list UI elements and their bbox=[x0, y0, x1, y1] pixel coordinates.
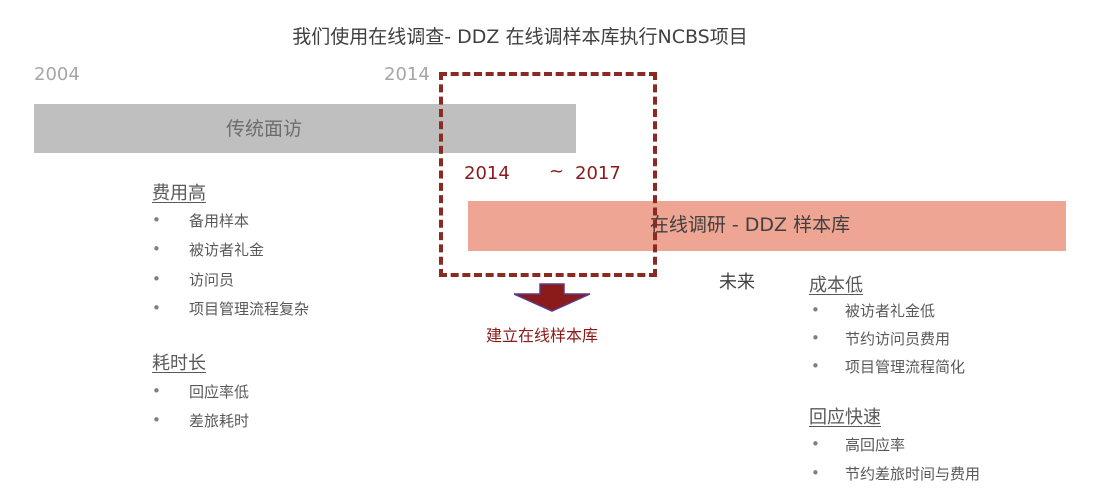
future-label: 未来 bbox=[719, 272, 755, 293]
traditional-interview-bar bbox=[34, 104, 576, 153]
bullet-icon: • bbox=[152, 382, 161, 400]
year-switch-label: 2014 bbox=[384, 64, 430, 85]
list-item: 备用样本 bbox=[189, 212, 250, 230]
range-end-year: 2017 bbox=[575, 163, 621, 184]
list-item: 访问员 bbox=[189, 271, 235, 289]
heading-low-cost: 成本低 bbox=[809, 275, 863, 296]
heading-time-consuming: 耗时长 bbox=[152, 353, 206, 374]
heading-fast-response: 回应快速 bbox=[809, 407, 881, 428]
bullet-icon: • bbox=[811, 301, 820, 319]
bullet-icon: • bbox=[811, 357, 820, 375]
bullet-icon: • bbox=[811, 329, 820, 347]
list-item: 回应率低 bbox=[189, 383, 250, 401]
list-item: 被访者礼金低 bbox=[845, 302, 936, 320]
bullet-icon: • bbox=[152, 270, 161, 288]
build-panel-label: 建立在线样本库 bbox=[486, 326, 599, 345]
range-separator: ~ bbox=[549, 161, 565, 182]
list-item: 被访者礼金 bbox=[189, 241, 265, 259]
page-title: 我们使用在线调查- DDZ 在线调样本库执行NCBS项目 bbox=[292, 26, 748, 48]
bullet-icon: • bbox=[152, 411, 161, 429]
year-start-label: 2004 bbox=[34, 64, 80, 85]
online-research-bar bbox=[468, 201, 1066, 251]
down-arrow-icon bbox=[513, 283, 604, 317]
bullet-icon: • bbox=[152, 240, 161, 258]
list-item: 高回应率 bbox=[845, 436, 906, 454]
heading-high-cost: 费用高 bbox=[152, 183, 206, 204]
traditional-interview-label: 传统面访 bbox=[225, 118, 302, 140]
list-item: 节约差旅时间与费用 bbox=[845, 465, 981, 483]
list-item: 差旅耗时 bbox=[189, 412, 250, 430]
list-item: 项目管理流程简化 bbox=[845, 358, 966, 376]
list-item: 节约访问员费用 bbox=[845, 330, 951, 348]
bullet-icon: • bbox=[152, 299, 161, 317]
list-item: 项目管理流程复杂 bbox=[189, 300, 310, 318]
online-research-label: 在线调研 - DDZ 样本库 bbox=[649, 214, 851, 236]
range-start-year: 2014 bbox=[464, 163, 510, 184]
bullet-icon: • bbox=[811, 464, 820, 482]
transition-period-box bbox=[439, 72, 657, 277]
bullet-icon: • bbox=[811, 435, 820, 453]
bullet-icon: • bbox=[152, 211, 161, 229]
